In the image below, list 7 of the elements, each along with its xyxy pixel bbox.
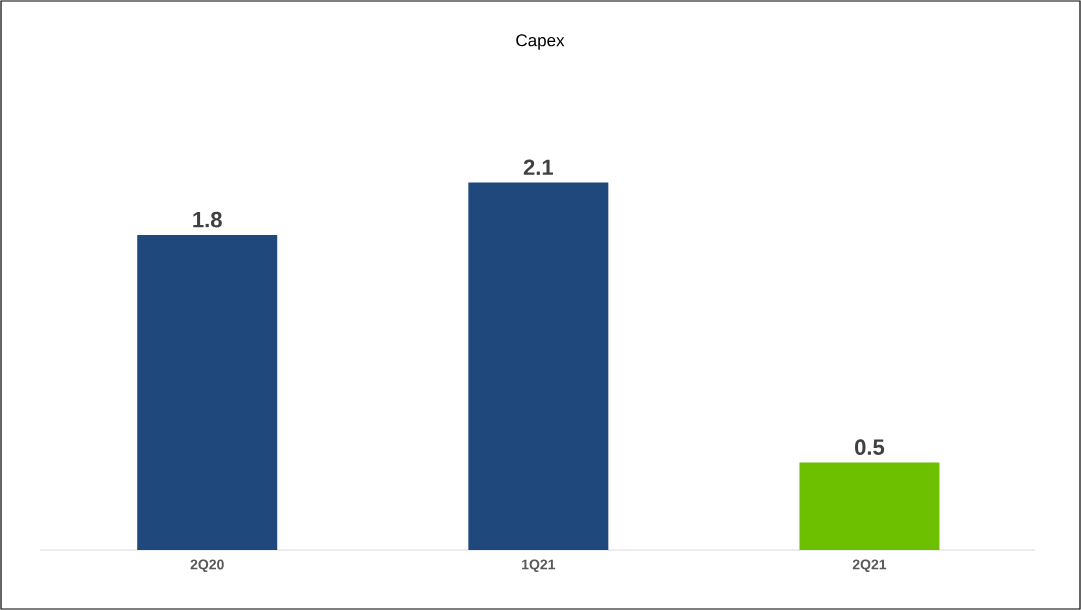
data-label: 2.1 xyxy=(523,159,554,175)
data-label: 0.5 xyxy=(855,439,885,455)
x-tick-label: 2Q21 xyxy=(852,559,887,573)
x-tick-label: 2Q20 xyxy=(190,559,224,573)
data-label: 1.8 xyxy=(193,211,222,228)
chart-title: Capex xyxy=(516,34,565,50)
x-tick-label: 1Q21 xyxy=(522,559,556,573)
